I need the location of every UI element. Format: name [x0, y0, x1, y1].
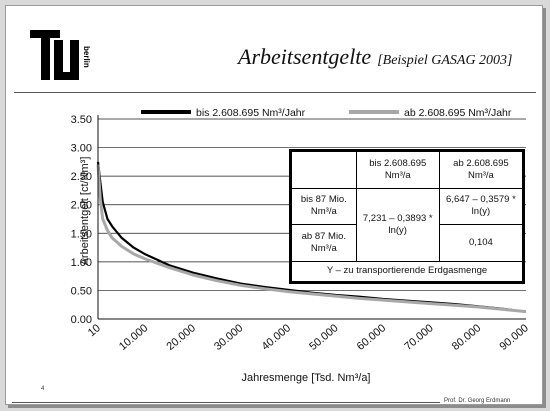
y-tick-labels: 0.00 0.50 1.00 1.50 2.00 2.50 3.00 3.50 [71, 114, 92, 326]
x-tick-label-7: 70.000 [402, 322, 435, 353]
y-tick-label-1: 0.50 [71, 285, 92, 297]
y-tick-label-7: 3.50 [71, 114, 92, 126]
y-tick-label-3: 1.50 [71, 228, 92, 240]
price-chart: 0.000.501.001.502.002.503.003.50 10 10.00… [71, 107, 531, 384]
x-axis-label: Jahresmenge [Tsd. Nm³/a] [242, 372, 371, 384]
x-tick-label-1: 10.000 [117, 322, 150, 353]
y-tick-label-0: 0.00 [71, 314, 92, 326]
table-footnote: Y – zu transportierende Erdgasmenge [291, 260, 523, 283]
tu-berlin-logo: berlin [30, 30, 90, 80]
page-number: 4 [41, 386, 45, 392]
x-tick-label-4: 40.000 [260, 322, 293, 353]
y-tick-label-4: 2.00 [71, 200, 92, 212]
x-tick-label-2: 20.000 [165, 322, 198, 353]
table-row1-label: bis 87 Mio. Nm³/a [291, 187, 357, 226]
formula-table: bis 2.608.695 Nm³/a ab 2.608.695 Nm³/a b… [289, 149, 525, 284]
table-formula-1: 7,231 – 0,3893 * ln(y) [355, 187, 440, 262]
x-tick-label-9: 90.000 [497, 322, 530, 353]
axes [97, 115, 526, 320]
footer-credit: Prof. Dr. Georg Erdmann [444, 398, 511, 404]
slide: berlin Arbeitsentgelte [Beispiel GASAG 20… [5, 5, 543, 405]
slide-title-main: Arbeitsentgelte [238, 44, 372, 69]
title-divider [14, 92, 536, 93]
table-row2-label: ab 87 Mio. Nm³/a [291, 224, 357, 262]
y-tick-label-2: 1.00 [71, 257, 92, 269]
table-corner-cell [291, 151, 357, 189]
logo-text: berlin [82, 46, 90, 68]
table-constant: 0,104 [438, 224, 524, 262]
footer-divider [12, 402, 440, 403]
slide-title: Arbeitsentgelte [Beispiel GASAG 2003] [238, 44, 513, 70]
slide-subtitle: [Beispiel GASAG 2003] [377, 53, 513, 68]
series-line-2 [96, 164, 527, 314]
x-tick-label-5: 50.000 [307, 322, 340, 353]
legend: bis 2.608.695 Nm³/Jahr ab 2.608.695 Nm³/… [141, 107, 512, 119]
x-tick-label-8: 80.000 [450, 322, 483, 353]
y-axis-label: Arbeitsentgelt [ct/Nm³] [79, 157, 91, 266]
x-tick-label-6: 60.000 [355, 322, 388, 353]
legend-label-series-2: ab 2.608.695 Nm³/Jahr [404, 107, 512, 119]
x-tick-label-3: 30.000 [212, 322, 245, 353]
series-lines [96, 161, 527, 314]
y-tick-label-6: 3.00 [71, 143, 92, 155]
y-tick-label-5: 2.50 [71, 171, 92, 183]
table-formula-2: 6,647 – 0,3579 * ln(y) [438, 187, 524, 226]
table-header-col1: bis 2.608.695 Nm³/a [355, 151, 440, 189]
table-header-col2: ab 2.608.695 Nm³/a [438, 151, 524, 189]
legend-label-series-1: bis 2.608.695 Nm³/Jahr [196, 107, 306, 119]
x-tick-labels: 10 10.000 20.000 30.000 40.000 50.000 60.000 70… [86, 322, 531, 353]
